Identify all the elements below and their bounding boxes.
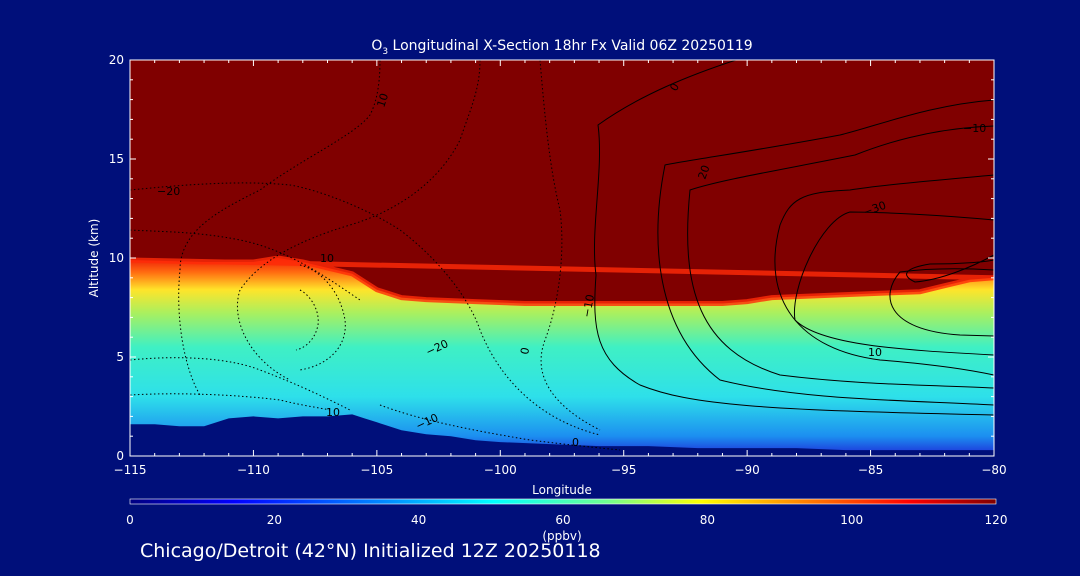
contour-label: 10: [326, 406, 340, 419]
contour-label: −10: [963, 122, 986, 135]
x-axis-label: Longitude: [532, 483, 592, 497]
contour-line: [379, 404, 621, 451]
y-tick-label: 10: [109, 251, 124, 265]
y-tick-label: 0: [116, 449, 124, 463]
y-tick-label: 5: [116, 350, 124, 364]
contour-label: 10: [320, 252, 334, 265]
y-axis: 0 5 10 15 20: [109, 53, 994, 463]
contour-label: 10: [374, 92, 391, 109]
y-tick-label: 15: [109, 152, 124, 166]
x-tick-label: −95: [611, 463, 636, 477]
colorbar-tick-label: 80: [700, 513, 715, 527]
x-tick-label: −110: [237, 463, 270, 477]
contour-line: [687, 125, 994, 389]
run-info-footer: Chicago/Detroit (42°N) Initialized 12Z 2…: [140, 540, 601, 562]
colorbar-tick-label: 20: [267, 513, 282, 527]
contour-label: 0: [518, 346, 532, 355]
contours-positive: [594, 60, 994, 416]
contour-line: [178, 60, 381, 396]
chart-title: O3 Longitudinal X-Section 18hr Fx Valid …: [371, 38, 752, 57]
x-tick-label: −90: [734, 463, 759, 477]
colorbar-tick-label: 60: [555, 513, 570, 527]
contour-line: [657, 99, 994, 406]
x-axis: −115 −110 −105 −100 −95 −90 −85 −80: [114, 60, 1007, 477]
x-tick-label: −105: [360, 463, 393, 477]
y-axis-label: Altitude (km): [87, 219, 101, 298]
colorbar-tick-label: 120: [985, 513, 1008, 527]
contour-line: [130, 393, 331, 411]
contour-label: −10: [580, 293, 597, 318]
terrain: [130, 414, 994, 456]
colorbar-ticks: 0 20 40 60 80 100 120: [126, 513, 1007, 527]
contour-line: [539, 60, 601, 431]
contour-line: [299, 264, 346, 371]
contour-label: 10: [868, 346, 882, 359]
x-tick-label: −115: [114, 463, 147, 477]
contour-line: [889, 268, 994, 337]
colorbar: [129, 498, 997, 505]
contour-label: 0: [572, 436, 579, 449]
contour-line: [906, 254, 994, 283]
colorbar-unit: (ppbv): [542, 529, 581, 543]
y-tick-label: 20: [109, 53, 124, 67]
colorbar-tick-label: 0: [126, 513, 134, 527]
x-tick-label: −100: [484, 463, 517, 477]
tropopause-ozone-gradient: [130, 255, 994, 306]
x-tick-label: −80: [981, 463, 1006, 477]
contour-label: −20: [157, 185, 180, 198]
contours-negative: [130, 60, 621, 451]
x-tick-label: −85: [858, 463, 883, 477]
contour-line: [130, 357, 351, 411]
contour-line: [774, 174, 994, 376]
tropospheric-ozone-field: [130, 258, 994, 456]
contour-label: 20: [696, 163, 713, 181]
contour-line: [594, 60, 994, 416]
colorbar-tick-label: 100: [840, 513, 863, 527]
colorbar-tick-label: 40: [411, 513, 426, 527]
contour-line: [793, 211, 994, 356]
